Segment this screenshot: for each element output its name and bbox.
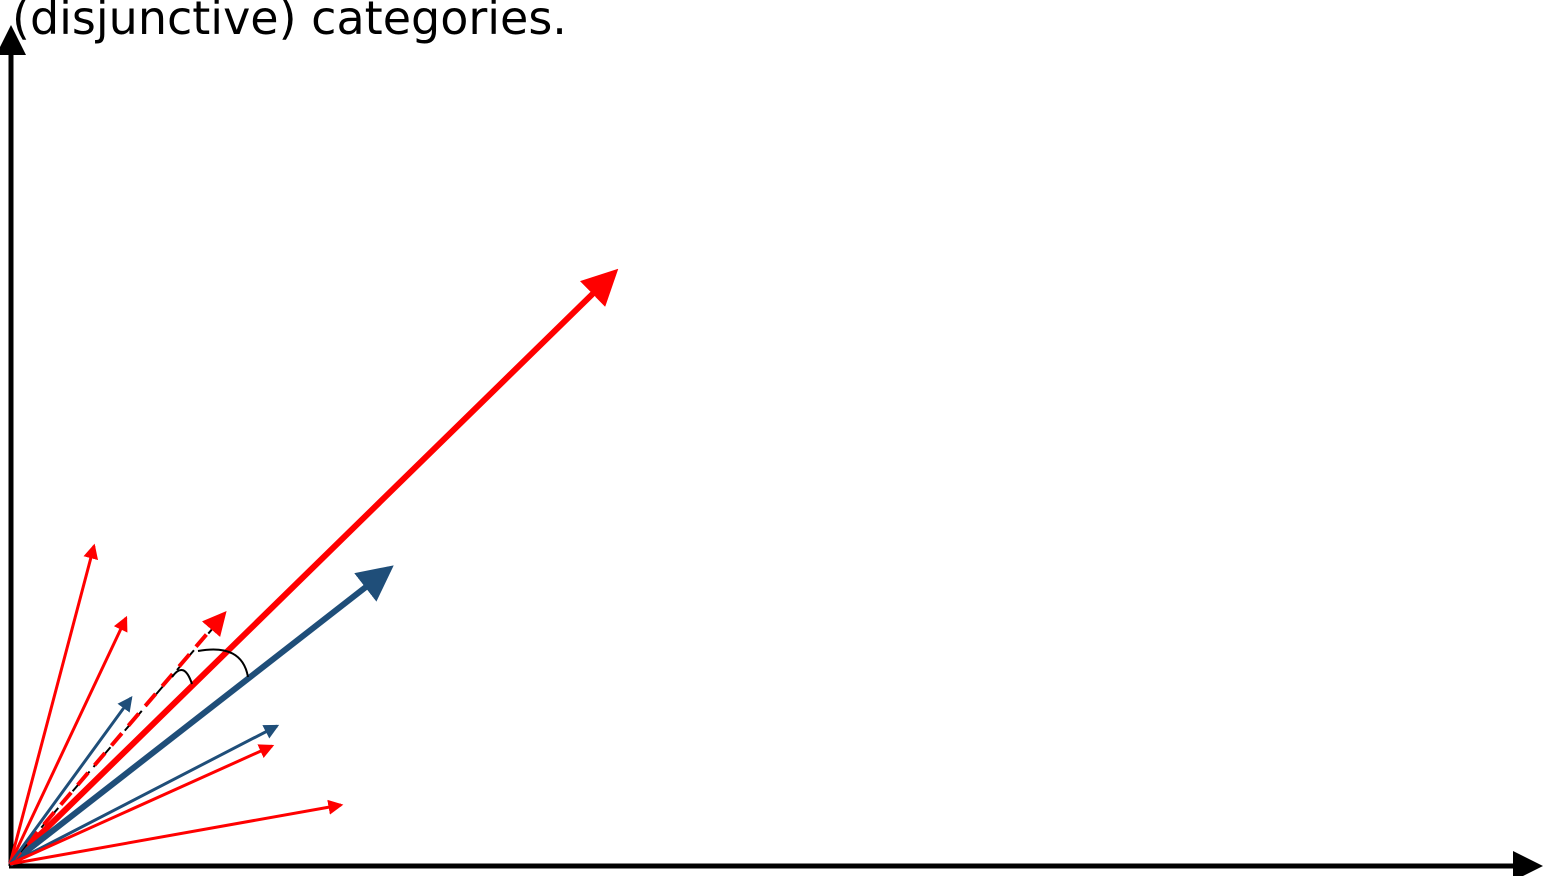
red-vector-flat bbox=[9, 799, 344, 866]
red-vector-large bbox=[7, 268, 619, 867]
red-vector-dashed bbox=[8, 610, 227, 866]
angle-arc-large bbox=[197, 648, 249, 678]
red-vector-lower bbox=[9, 744, 275, 866]
angle-arc-small bbox=[171, 669, 193, 685]
red-vector-steep bbox=[8, 543, 99, 865]
red-vector-upper bbox=[8, 615, 128, 865]
blue-vector-large bbox=[8, 565, 394, 867]
blue-vector-lower bbox=[9, 724, 280, 866]
slide-caption: (disjunctive) categories. bbox=[12, 0, 567, 45]
blue-vector-small bbox=[8, 696, 133, 865]
